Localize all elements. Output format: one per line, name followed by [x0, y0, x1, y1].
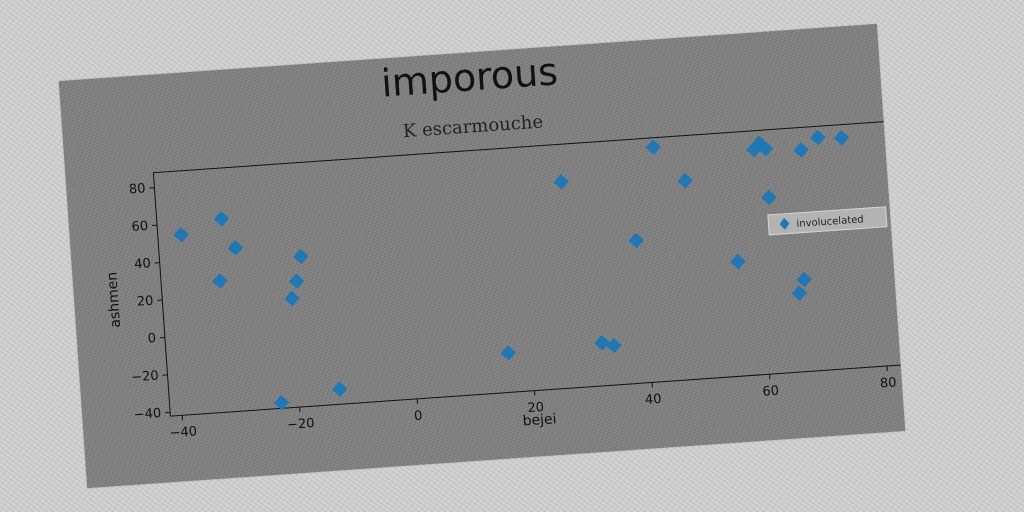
- x-tick-label: −20: [287, 416, 315, 433]
- y-tick-label: −20: [131, 369, 159, 386]
- y-tick-label: 40: [134, 256, 152, 272]
- y-tick-label: 0: [147, 331, 156, 347]
- scatter-point: [730, 253, 746, 270]
- scatter-point: [757, 141, 774, 157]
- y-axis-label: ashmen: [104, 271, 124, 328]
- legend-box: [767, 206, 888, 236]
- scatter-point: [553, 174, 569, 190]
- x-tick-label: 80: [879, 375, 897, 391]
- scatter-point: [645, 139, 661, 155]
- scatter-point: [293, 248, 309, 265]
- chart-card: imporous K escarmouche −40 −20 0 20 40 60 80 −…: [58, 23, 906, 489]
- y-tick-label: 60: [131, 219, 149, 235]
- y-axis-ticks: −40 −20 0 20 40 60 80: [128, 181, 171, 423]
- plot-frame: [152, 120, 906, 417]
- scatter-point: [213, 211, 230, 227]
- scatter-point: [289, 273, 305, 289]
- x-tick-label: 0: [414, 409, 423, 425]
- scatter-point: [594, 334, 610, 351]
- chart-subtitle: K escarmouche: [402, 111, 543, 142]
- scatter-point: [791, 285, 807, 301]
- scatter-point: [796, 271, 812, 288]
- x-tick-label: 60: [762, 384, 780, 400]
- scatter-point: [227, 240, 244, 256]
- x-tick-label: 40: [644, 392, 662, 408]
- scatter-point: [793, 142, 809, 158]
- scatter-point: [628, 232, 644, 249]
- scatter-point: [606, 337, 622, 354]
- x-tick-label: −40: [169, 424, 197, 441]
- x-axis-label: bejei: [522, 411, 557, 429]
- x-axis-ticks: −40 −20 0 20 40 60 80: [169, 365, 897, 441]
- scatter-points: [173, 129, 850, 411]
- scatter-point: [284, 290, 300, 307]
- scatter-point: [810, 129, 826, 146]
- chart-title: imporous: [380, 49, 560, 105]
- x-tick-label: 20: [527, 400, 545, 416]
- scatter-point: [500, 345, 517, 361]
- legend-series-label: involucelated: [796, 214, 864, 230]
- scatter-point: [212, 273, 228, 289]
- scatter-chart: imporous K escarmouche −40 −20 0 20 40 60 80 −…: [104, 49, 906, 441]
- y-tick-label: −40: [133, 406, 161, 423]
- scatter-point: [677, 173, 693, 189]
- legend-diamond-icon: [779, 217, 790, 230]
- scatter-point: [833, 130, 850, 146]
- scatter-point: [761, 189, 777, 206]
- scatter-point: [273, 395, 290, 411]
- scatter-point: [173, 227, 190, 243]
- legend: involucelated: [767, 206, 888, 236]
- y-tick-label: 20: [136, 294, 154, 310]
- scatter-point: [332, 381, 348, 397]
- y-tick-label: 80: [128, 181, 146, 197]
